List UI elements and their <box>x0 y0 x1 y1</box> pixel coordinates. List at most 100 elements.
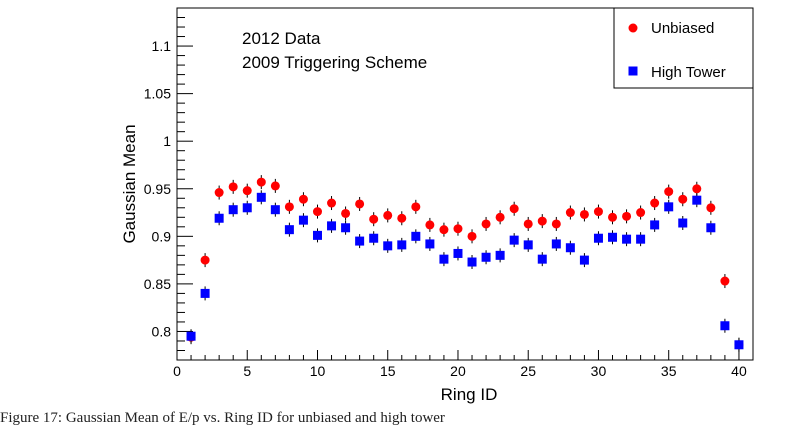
data-point-high-tower <box>425 239 435 249</box>
data-point-high-tower <box>256 192 266 202</box>
data-point-unbiased <box>341 208 351 218</box>
legend: Unbiased High Tower <box>613 7 754 89</box>
data-point-unbiased <box>720 276 730 286</box>
x-tick-label: 35 <box>661 363 677 379</box>
data-point-high-tower <box>579 255 589 265</box>
data-point-unbiased <box>228 182 238 192</box>
data-point-high-tower <box>537 254 547 264</box>
x-tick-label: 10 <box>310 363 326 379</box>
legend-marker-unbiased <box>628 23 638 33</box>
annotation-trigger-scheme: 2009 Triggering Scheme <box>242 53 427 72</box>
data-point-unbiased <box>495 212 505 222</box>
figure-caption: Figure 17: Gaussian Mean of E/p vs. Ring… <box>0 410 445 426</box>
data-point-high-tower <box>397 240 407 250</box>
legend-label-unbiased: Unbiased <box>651 20 714 37</box>
chart: 0 5 10 15 20 25 30 35 40 0.80.850.90.9511.051.1 … <box>120 7 754 404</box>
data-point-unbiased <box>242 186 252 196</box>
data-point-high-tower <box>327 221 337 231</box>
legend-marker-high-tower <box>628 66 638 76</box>
y-tick-label: 1.05 <box>144 86 171 102</box>
data-point-unbiased <box>411 202 421 212</box>
data-point-unbiased <box>214 188 224 198</box>
data-point-high-tower <box>565 243 575 253</box>
data-point-unbiased <box>706 203 716 213</box>
x-axis-title: Ring ID <box>441 385 498 404</box>
data-point-high-tower <box>200 288 210 298</box>
data-point-unbiased <box>523 219 533 229</box>
series-high-tower <box>186 190 744 352</box>
x-axis-tick-labels: 0 5 10 15 20 25 30 35 40 <box>173 363 747 379</box>
data-point-unbiased <box>509 204 519 214</box>
data-point-unbiased <box>565 208 575 218</box>
data-point-high-tower <box>284 225 294 235</box>
plot-frame <box>176 7 754 361</box>
data-point-unbiased <box>425 220 435 230</box>
data-point-high-tower <box>523 240 533 250</box>
data-point-unbiased <box>298 194 308 204</box>
data-point-high-tower <box>692 195 702 205</box>
y-axis-tick-labels: 0.8 0.85 0.9 0.95 1 1.05 1.1 <box>144 38 171 339</box>
data-point-high-tower <box>720 321 730 331</box>
data-point-high-tower <box>298 215 308 225</box>
y-tick-label: 1 <box>163 133 171 149</box>
data-point-unbiased <box>664 187 674 197</box>
x-tick-label: 20 <box>450 363 466 379</box>
data-point-unbiased <box>355 199 365 209</box>
data-point-high-tower <box>270 205 280 215</box>
data-point-high-tower <box>678 218 688 228</box>
y-axis-ticks <box>177 17 193 361</box>
data-point-high-tower <box>664 202 674 212</box>
data-point-unbiased <box>579 209 589 219</box>
y-tick-label: 0.95 <box>144 181 171 197</box>
data-point-unbiased <box>284 202 294 212</box>
data-point-unbiased <box>650 198 660 208</box>
data-point-unbiased <box>256 177 266 187</box>
data-point-high-tower <box>411 231 421 241</box>
data-point-high-tower <box>453 248 463 258</box>
annotation-data-year: 2012 Data <box>242 29 321 48</box>
data-point-unbiased <box>622 211 632 221</box>
data-point-high-tower <box>622 234 632 244</box>
data-point-high-tower <box>312 230 322 240</box>
data-point-unbiased <box>270 181 280 191</box>
x-tick-label: 5 <box>243 363 251 379</box>
data-point-high-tower <box>608 232 618 242</box>
data-point-high-tower <box>439 254 449 264</box>
x-tick-label: 15 <box>380 363 396 379</box>
data-point-high-tower <box>242 203 252 213</box>
legend-label-high-tower: High Tower <box>651 64 726 81</box>
data-point-unbiased <box>608 212 618 222</box>
y-tick-label: 0.8 <box>152 323 172 339</box>
x-tick-label: 40 <box>731 363 747 379</box>
data-point-unbiased <box>481 219 491 229</box>
data-point-high-tower <box>467 257 477 267</box>
data-point-high-tower <box>593 233 603 243</box>
data-point-unbiased <box>692 184 702 194</box>
data-point-unbiased <box>678 194 688 204</box>
data-point-high-tower <box>650 220 660 230</box>
data-point-high-tower <box>369 233 379 243</box>
data-point-high-tower <box>509 235 519 245</box>
x-axis-ticks <box>176 350 754 360</box>
data-point-high-tower <box>706 223 716 233</box>
data-point-high-tower <box>636 234 646 244</box>
data-point-high-tower <box>186 331 196 341</box>
data-point-unbiased <box>383 210 393 220</box>
data-point-high-tower <box>214 213 224 223</box>
data-point-unbiased <box>369 214 379 224</box>
series-unbiased <box>186 175 744 352</box>
data-point-unbiased <box>397 213 407 223</box>
data-point-unbiased <box>200 255 210 265</box>
data-point-unbiased <box>453 224 463 234</box>
data-point-unbiased <box>593 207 603 217</box>
data-point-unbiased <box>312 207 322 217</box>
y-axis-title: Gaussian Mean <box>120 124 139 243</box>
data-point-high-tower <box>734 340 744 350</box>
y-tick-label: 0.9 <box>152 228 172 244</box>
data-point-high-tower <box>383 241 393 251</box>
data-point-unbiased <box>551 219 561 229</box>
x-tick-label: 25 <box>520 363 536 379</box>
x-tick-label: 0 <box>173 363 181 379</box>
y-tick-label: 0.85 <box>144 276 171 292</box>
data-point-high-tower <box>551 239 561 249</box>
